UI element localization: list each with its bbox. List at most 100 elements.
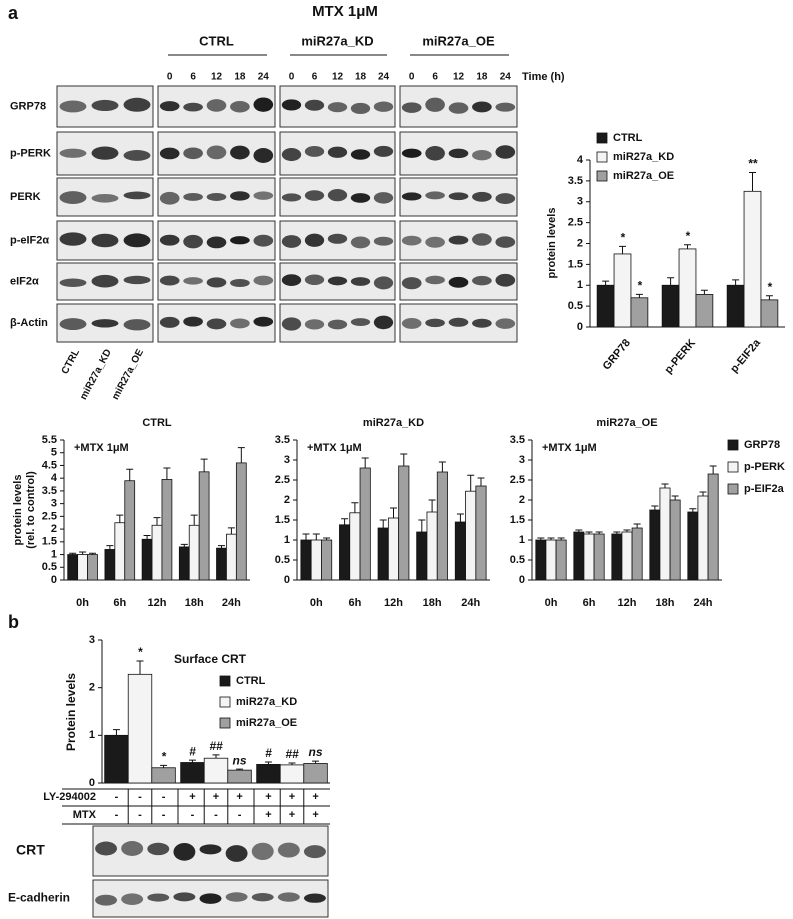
legend-swatch [727, 461, 739, 473]
error-bar [667, 277, 675, 286]
blot-band [401, 235, 422, 246]
treatment-label: LY-294002 [43, 791, 96, 803]
bar [596, 284, 615, 328]
error-bar [79, 551, 87, 555]
legend-label: miR27a_OE [613, 170, 674, 182]
treatment-sign: + [312, 809, 318, 821]
bar [661, 284, 680, 328]
bar [678, 248, 697, 328]
y-tick-label: 3 [89, 634, 95, 646]
blot-row-label: eIF2α [10, 275, 39, 287]
error-bar [732, 279, 740, 286]
chart-annotation: +MTX 1μM [74, 442, 129, 454]
time-label: 24 [258, 72, 270, 83]
significance-mark: ## [285, 747, 299, 761]
time-label: 18 [355, 72, 367, 83]
blot-band [303, 845, 326, 859]
y-tick-label: 1.5 [275, 514, 290, 526]
y-tick-label: 4 [51, 472, 58, 484]
y-tick-label: 4.5 [42, 459, 57, 471]
group-header: miR27a_OE [422, 33, 495, 48]
blot-band [253, 275, 274, 286]
treatment-sign: + [265, 809, 271, 821]
blot-band [159, 191, 180, 205]
blot-band [277, 842, 300, 858]
blot-band [472, 149, 492, 161]
error-bar [379, 519, 387, 528]
blot-band [199, 844, 222, 855]
blot-band [206, 277, 227, 288]
y-tick-label: 0 [89, 777, 95, 789]
bar [180, 762, 205, 784]
time-label: 12 [453, 72, 465, 83]
blot-band [425, 275, 445, 285]
error-bar [153, 517, 161, 526]
bar [695, 294, 714, 328]
legend-label: miR27a_KD [236, 696, 297, 708]
blot-band [448, 148, 469, 159]
blot-row-label: PERK [10, 191, 41, 203]
blot-band [401, 192, 422, 201]
blot-band [123, 319, 151, 331]
blot-band [281, 274, 302, 286]
bar [188, 524, 200, 581]
bar [454, 521, 466, 581]
significance-mark: * [767, 280, 773, 294]
y-tick-label: 2.5 [275, 474, 290, 486]
x-tick-label: 6h [583, 597, 596, 609]
bar [124, 480, 136, 581]
blot-band [281, 235, 302, 248]
blot-band [159, 234, 180, 246]
y-tick-label: 3 [51, 498, 57, 510]
error-bar [671, 495, 679, 500]
y-tick-label: 2 [577, 237, 583, 249]
bar [387, 517, 400, 581]
y-tick-label: 3.5 [568, 175, 583, 187]
bar [161, 479, 173, 581]
bar [77, 554, 88, 581]
x-tick-label: p-PERK [663, 337, 699, 376]
group-header: CTRL [199, 33, 234, 48]
blot-band [251, 842, 274, 861]
bar [465, 490, 477, 581]
blot-band [230, 191, 250, 201]
y-tick-label: 4 [577, 154, 584, 166]
error-bar [302, 533, 310, 540]
blot-band [123, 150, 151, 161]
blot-band [350, 236, 371, 249]
treatment-sign: - [115, 809, 119, 821]
y-tick-label: 3 [284, 454, 290, 466]
y-tick-label: 5.5 [42, 434, 57, 446]
blot-band [230, 318, 250, 329]
bar [475, 485, 487, 581]
blot-band [230, 101, 250, 113]
blot-band [425, 146, 445, 161]
error-bar [390, 507, 397, 518]
error-bar [236, 768, 244, 771]
bar [583, 533, 595, 581]
error-bar [699, 491, 707, 496]
bar [359, 467, 371, 581]
blot-band [230, 236, 250, 245]
y-tick-label: 3 [577, 196, 583, 208]
blot-band [159, 275, 180, 286]
blot-band [59, 318, 87, 331]
bar [310, 539, 322, 581]
blot-band [59, 148, 87, 158]
blot-band [425, 236, 445, 248]
error-bar [112, 729, 120, 736]
bar [227, 769, 252, 784]
treatment-sign: - [115, 791, 119, 803]
significance-mark: ** [748, 157, 759, 171]
y-tick-label: 2 [519, 494, 525, 506]
error-bar [163, 467, 171, 480]
y-tick-label: 3.5 [42, 485, 57, 497]
blot-band [147, 842, 170, 856]
blot-band [304, 146, 325, 157]
blot-band [401, 277, 422, 290]
blot-band [472, 275, 492, 286]
y-tick-label: 0.5 [275, 554, 290, 566]
error-bar [537, 537, 545, 540]
y-tick-label: 0 [284, 574, 290, 586]
blot-band [327, 189, 348, 202]
